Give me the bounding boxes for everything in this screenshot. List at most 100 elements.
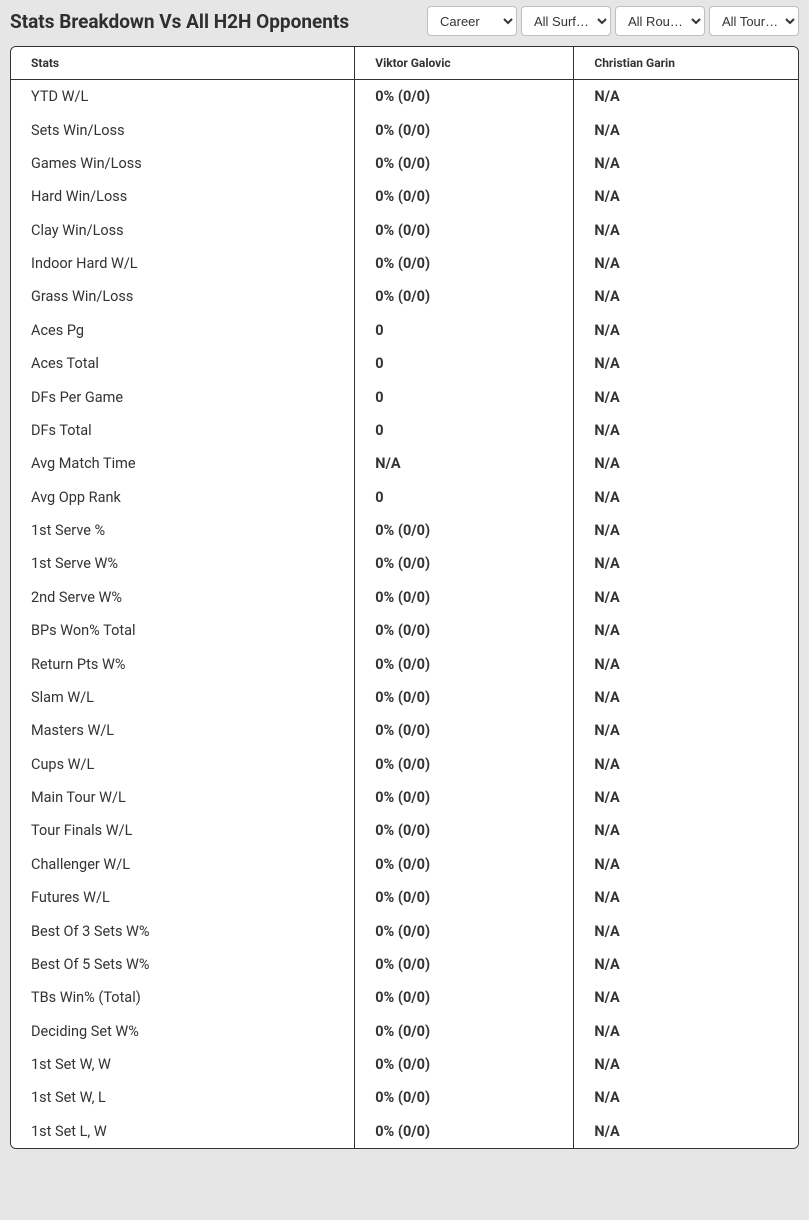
table-row: Best Of 3 Sets W%0% (0/0)N/A [11, 914, 798, 947]
stat-value-player2: N/A [574, 180, 798, 213]
stat-label: Avg Opp Rank [11, 481, 355, 514]
stat-value-player1: 0% (0/0) [355, 614, 574, 647]
table-row: 2nd Serve W%0% (0/0)N/A [11, 581, 798, 614]
stat-label: Masters W/L [11, 714, 355, 747]
stat-label: Deciding Set W% [11, 1015, 355, 1048]
stats-header: Stats Breakdown Vs All H2H Opponents Car… [0, 0, 809, 42]
stat-value-player1: 0% (0/0) [355, 647, 574, 680]
stat-value-player2: N/A [574, 280, 798, 313]
stat-value-player2: N/A [574, 1081, 798, 1114]
stat-value-player1: 0% (0/0) [355, 748, 574, 781]
stat-value-player1: 0 [355, 347, 574, 380]
col-header-player2: Christian Garin [574, 47, 798, 80]
stat-value-player1: 0% (0/0) [355, 881, 574, 914]
stat-value-player2: N/A [574, 514, 798, 547]
stat-value-player1: 0 [355, 414, 574, 447]
stat-value-player2: N/A [574, 80, 798, 114]
col-header-stats: Stats [11, 47, 355, 80]
stat-value-player2: N/A [574, 380, 798, 413]
stat-label: DFs Per Game [11, 380, 355, 413]
table-row: Clay Win/Loss0% (0/0)N/A [11, 214, 798, 247]
stat-label: Indoor Hard W/L [11, 247, 355, 280]
stat-label: Best Of 3 Sets W% [11, 914, 355, 947]
stat-value-player2: N/A [574, 981, 798, 1014]
stat-value-player1: 0% (0/0) [355, 280, 574, 313]
table-row: Return Pts W%0% (0/0)N/A [11, 647, 798, 680]
stat-label: Futures W/L [11, 881, 355, 914]
stat-value-player2: N/A [574, 748, 798, 781]
stat-value-player2: N/A [574, 1015, 798, 1048]
table-row: Masters W/L0% (0/0)N/A [11, 714, 798, 747]
stat-label: Grass Win/Loss [11, 280, 355, 313]
stat-label: TBs Win% (Total) [11, 981, 355, 1014]
stat-value-player2: N/A [574, 147, 798, 180]
stat-label: 2nd Serve W% [11, 581, 355, 614]
stat-value-player2: N/A [574, 647, 798, 680]
stat-label: 1st Serve % [11, 514, 355, 547]
table-row: Hard Win/Loss0% (0/0)N/A [11, 180, 798, 213]
stat-label: Slam W/L [11, 681, 355, 714]
stat-value-player1: 0% (0/0) [355, 1115, 574, 1148]
stat-label: Hard Win/Loss [11, 180, 355, 213]
filter-surface[interactable]: All Surf… [521, 6, 611, 36]
stat-value-player1: 0% (0/0) [355, 514, 574, 547]
stat-label: 1st Set W, W [11, 1048, 355, 1081]
stat-value-player2: N/A [574, 814, 798, 847]
stat-label: 1st Set W, L [11, 1081, 355, 1114]
table-row: Aces Pg0N/A [11, 314, 798, 347]
stat-value-player2: N/A [574, 914, 798, 947]
table-row: Deciding Set W%0% (0/0)N/A [11, 1015, 798, 1048]
stat-value-player2: N/A [574, 414, 798, 447]
stat-value-player2: N/A [574, 614, 798, 647]
stat-value-player1: 0% (0/0) [355, 914, 574, 947]
table-row: 1st Set L, W0% (0/0)N/A [11, 1115, 798, 1148]
table-row: Tour Finals W/L0% (0/0)N/A [11, 814, 798, 847]
col-header-player1: Viktor Galovic [355, 47, 574, 80]
stat-value-player1: 0% (0/0) [355, 848, 574, 881]
filter-tour[interactable]: All Tour… [709, 6, 799, 36]
table-row: Best Of 5 Sets W%0% (0/0)N/A [11, 948, 798, 981]
stat-value-player1: 0% (0/0) [355, 581, 574, 614]
stat-value-player1: 0% (0/0) [355, 214, 574, 247]
stat-value-player2: N/A [574, 948, 798, 981]
stat-value-player1: 0% (0/0) [355, 1015, 574, 1048]
stat-value-player2: N/A [574, 214, 798, 247]
table-row: Cups W/L0% (0/0)N/A [11, 748, 798, 781]
table-header-row: Stats Viktor Galovic Christian Garin [11, 47, 798, 80]
table-row: Futures W/L0% (0/0)N/A [11, 881, 798, 914]
stat-value-player1: 0% (0/0) [355, 681, 574, 714]
table-row: YTD W/L0% (0/0)N/A [11, 80, 798, 114]
table-row: BPs Won% Total0% (0/0)N/A [11, 614, 798, 647]
stat-value-player1: 0% (0/0) [355, 147, 574, 180]
table-row: Avg Match TimeN/AN/A [11, 447, 798, 480]
stat-value-player1: 0 [355, 481, 574, 514]
page-title: Stats Breakdown Vs All H2H Opponents [10, 10, 349, 33]
stat-value-player1: 0% (0/0) [355, 80, 574, 114]
table-row: Aces Total0N/A [11, 347, 798, 380]
stat-value-player1: 0% (0/0) [355, 981, 574, 1014]
stat-value-player1: 0 [355, 314, 574, 347]
table-row: TBs Win% (Total)0% (0/0)N/A [11, 981, 798, 1014]
stat-value-player1: 0% (0/0) [355, 547, 574, 580]
stat-value-player1: 0% (0/0) [355, 180, 574, 213]
stat-value-player2: N/A [574, 714, 798, 747]
stat-value-player2: N/A [574, 347, 798, 380]
stat-value-player2: N/A [574, 581, 798, 614]
stat-value-player2: N/A [574, 781, 798, 814]
stat-value-player1: 0% (0/0) [355, 247, 574, 280]
stat-label: Return Pts W% [11, 647, 355, 680]
table-row: DFs Per Game0N/A [11, 380, 798, 413]
table-row: 1st Set W, W0% (0/0)N/A [11, 1048, 798, 1081]
stat-label: Sets Win/Loss [11, 113, 355, 146]
stat-label: Tour Finals W/L [11, 814, 355, 847]
table-row: 1st Set W, L0% (0/0)N/A [11, 1081, 798, 1114]
table-row: Slam W/L0% (0/0)N/A [11, 681, 798, 714]
stat-label: Aces Pg [11, 314, 355, 347]
filter-period[interactable]: Career [427, 6, 517, 36]
stat-label: Avg Match Time [11, 447, 355, 480]
stats-table: Stats Viktor Galovic Christian Garin YTD… [11, 47, 798, 1148]
stat-label: Best Of 5 Sets W% [11, 948, 355, 981]
stat-label: Main Tour W/L [11, 781, 355, 814]
table-row: Main Tour W/L0% (0/0)N/A [11, 781, 798, 814]
filter-round[interactable]: All Rou… [615, 6, 705, 36]
